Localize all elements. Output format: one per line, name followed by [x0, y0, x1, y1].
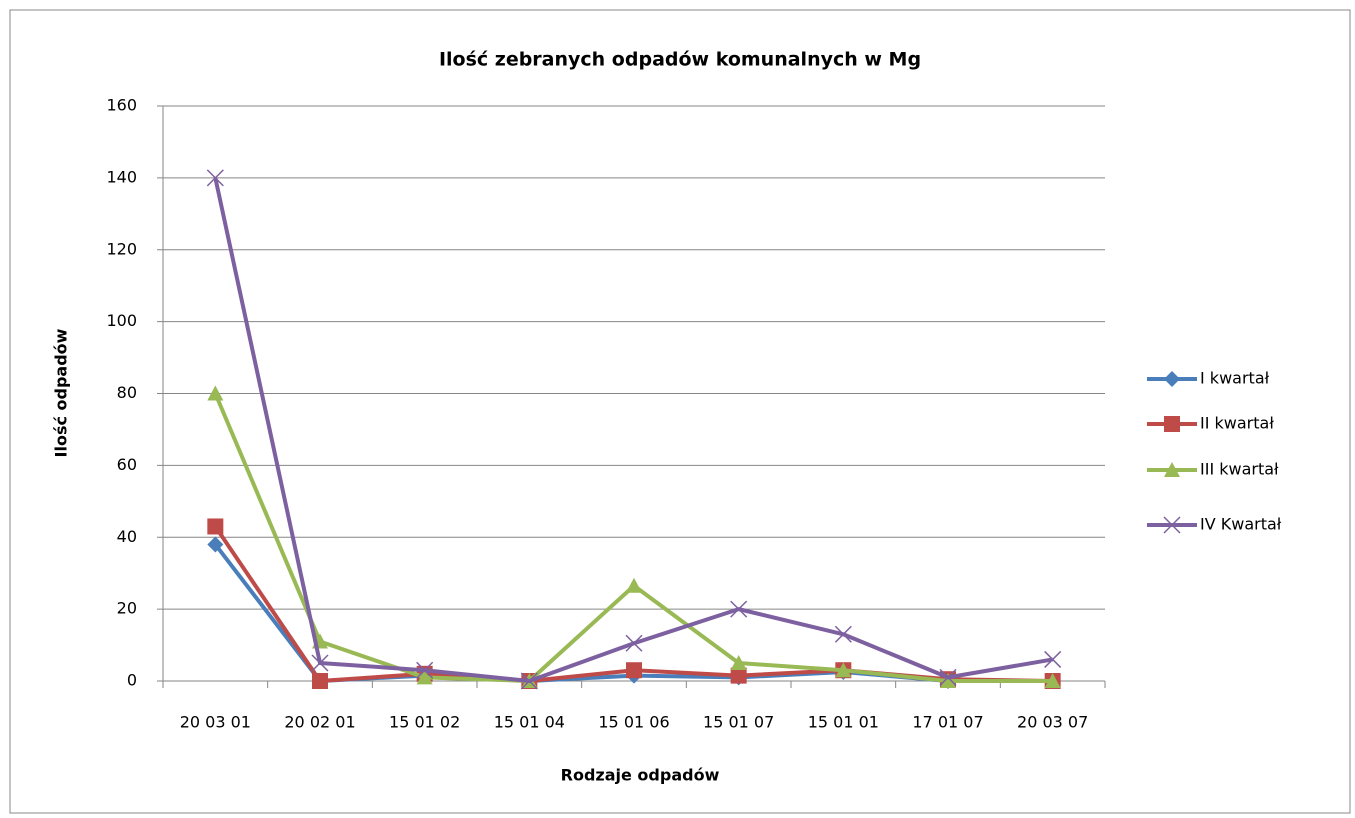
y-axis-title: Ilość odpadów: [52, 328, 71, 457]
y-tick-label: 40: [117, 527, 137, 546]
legend-marker: [1164, 416, 1180, 432]
data-point: [626, 662, 642, 679]
x-axis-title: Rodzaje odpadów: [561, 766, 720, 785]
y-tick-label: 60: [117, 455, 137, 474]
x-tick-label: 17 01 07: [912, 713, 983, 732]
data-point: [207, 518, 224, 535]
x-tick-label: 20 02 01: [284, 713, 355, 732]
data-point: [416, 669, 433, 685]
data-point: [1044, 673, 1061, 688]
y-tick-label: 0: [127, 671, 137, 690]
data-point: [626, 577, 642, 593]
legend-label: IV Kwartał: [1200, 515, 1282, 534]
data-point: [206, 169, 224, 187]
y-tick-label: 80: [117, 383, 137, 402]
x-tick-label: 15 01 02: [389, 713, 460, 732]
x-tick-label: 15 01 01: [808, 713, 879, 732]
x-tick-label: 20 03 07: [1017, 713, 1088, 732]
y-tick-label: 20: [117, 599, 137, 618]
x-tick-label: 15 01 07: [703, 713, 774, 732]
y-tick-label: 160: [106, 96, 137, 115]
y-tick-label: 100: [106, 311, 137, 330]
x-tick-label: 15 01 04: [494, 713, 565, 732]
data-point: [730, 600, 748, 618]
data-point: [625, 634, 643, 652]
data-point: [416, 661, 434, 679]
chart-title: Ilość zebranych odpadów komunalnych w Mg: [439, 49, 921, 71]
data-point: [1044, 650, 1062, 668]
x-tick-label: 15 01 06: [598, 713, 669, 732]
legend-marker: [1164, 462, 1180, 477]
y-tick-label: 120: [106, 239, 137, 258]
x-tick-label: 20 03 01: [180, 713, 251, 732]
data-point: [835, 662, 852, 678]
data-point: [940, 673, 956, 688]
data-point: [311, 654, 329, 672]
legend-marker: [1164, 371, 1180, 387]
data-point: [207, 536, 224, 553]
data-point: [834, 625, 852, 643]
y-tick-label: 140: [106, 167, 137, 186]
data-point: [207, 385, 224, 401]
legend-label: II kwartał: [1200, 414, 1274, 433]
data-point: [520, 672, 538, 690]
legend-marker: [1163, 516, 1181, 534]
data-point: [730, 655, 747, 671]
legend-label: III kwartał: [1200, 460, 1279, 479]
data-point: [939, 668, 957, 686]
legend-label: I kwartał: [1200, 369, 1270, 388]
data-point: [730, 667, 747, 684]
chart-border: [9, 9, 1351, 814]
data-point: [312, 673, 328, 689]
